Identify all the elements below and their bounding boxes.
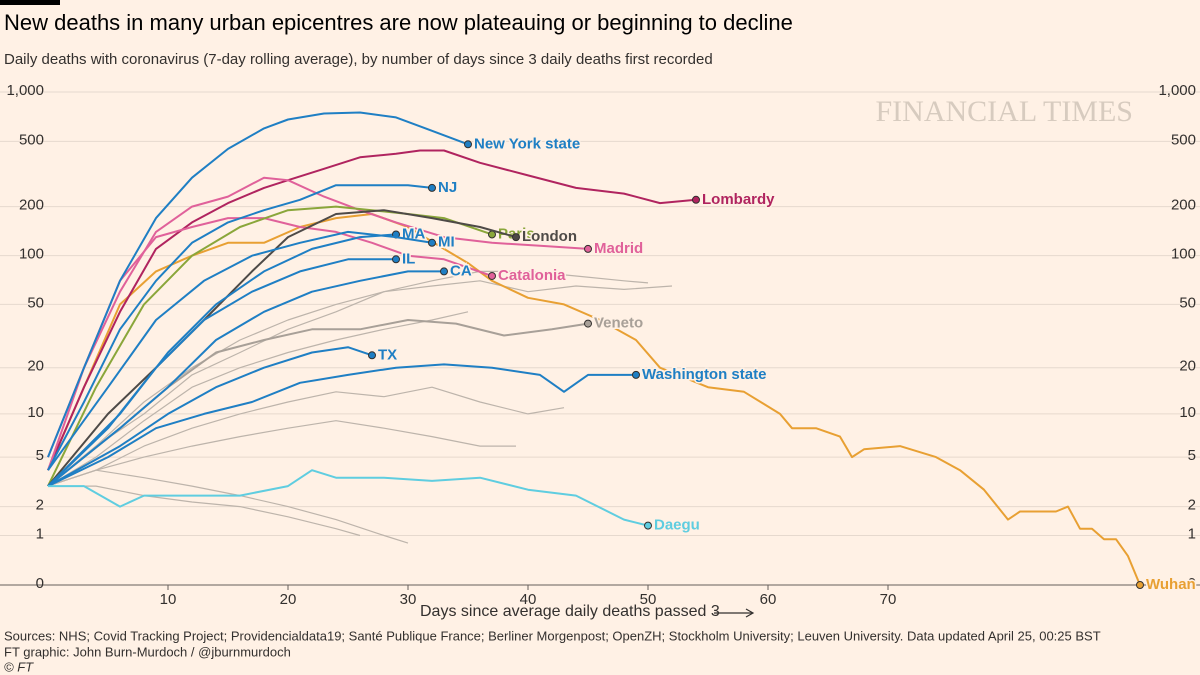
end-point [464,140,472,149]
end-point [584,244,592,253]
end-point [428,183,436,192]
watermark: FINANCIAL TIMES [875,95,1133,128]
y-tick-label: 1 [36,526,44,543]
y2-tick-label: 1 [1188,526,1196,543]
y-tick-label: 200 [19,197,44,214]
y2-tick-label: 1,000 [1158,82,1196,99]
brand-bar [0,0,60,5]
end-point [392,255,400,264]
series-label: Veneto [594,315,643,332]
x-tick-label: 50 [640,591,657,608]
end-point [368,351,376,360]
series-label: Wuhan [1146,576,1196,593]
series-label: Daegu [654,517,700,534]
x-tick-label: 10 [160,591,177,608]
end-point [644,521,652,530]
y-tick-label: 0 [36,575,44,592]
series-line [47,258,396,487]
chart-title: New deaths in many urban epicentres are … [4,10,793,35]
series-label: Lombardy [702,191,775,208]
end-point [1136,581,1144,589]
y-tick-label: 100 [19,246,44,263]
plot-area: 0 0 1 1 2 2 5 5 10 10 20 20 50 50 100 100 200 200 500 500 1,… [0,82,1200,608]
credit: FT graphic: John Burn-Murdoch / @jburnmu… [4,644,291,659]
y-tick-label: 10 [27,404,44,421]
y-tick-label: 50 [27,294,44,311]
series-line [47,280,673,487]
series-line [47,209,517,487]
y2-tick-label: 5 [1188,447,1196,464]
end-point [428,238,436,247]
x-tick-label: 30 [400,591,417,608]
series-line [47,149,697,471]
series-label: New York state [474,135,580,152]
x-tick-label: 60 [760,591,777,608]
x-tick-label: 40 [520,591,537,608]
y2-tick-label: 10 [1179,404,1196,421]
end-point [512,233,520,242]
series-line [47,363,636,488]
series-label: Catalonia [498,267,566,284]
y-tick-label: 1,000 [6,82,44,99]
series-label: Washington state [642,366,766,383]
series-line [47,213,1141,586]
series-line [48,485,361,537]
series-line [47,230,433,471]
series-line [47,111,469,458]
y-tick-label: 500 [19,131,44,148]
y2-tick-label: 2 [1188,497,1196,514]
series-line [47,311,469,487]
y2-tick-label: 50 [1179,294,1196,311]
series-label: London [522,228,577,245]
series-line [48,469,649,527]
x-tick-label: 70 [880,591,897,608]
end-point [632,370,640,379]
series-line [47,184,433,471]
series-label: TX [378,346,397,363]
x-tick-label: 20 [280,591,297,608]
y-tick-label: 2 [36,497,44,514]
series-label: MI [438,234,455,251]
chart-subtitle: Daily deaths with coronavirus (7-day rol… [4,51,713,68]
y-tick-label: 5 [36,447,44,464]
y2-tick-label: 500 [1171,131,1196,148]
series-label: Madrid [594,240,643,257]
series-line [47,270,444,487]
series-line [47,205,493,487]
end-point [488,271,496,280]
series-label: IL [402,250,415,267]
series-line [47,270,649,487]
end-point [584,319,592,328]
copyright: © FT [4,659,34,674]
series-label: CA [450,262,472,279]
series-line [47,346,373,487]
x-axis-arrowhead [745,608,755,618]
y2-tick-label: 200 [1171,197,1196,214]
y2-tick-label: 20 [1179,358,1196,375]
series-line [47,176,589,458]
x-axis-label: Days since average daily deaths passed 3 [420,603,720,620]
series-line [47,386,565,487]
y2-tick-label: 0 [1188,575,1196,592]
y2-tick-label: 100 [1171,246,1196,263]
y-tick-label: 20 [27,358,44,375]
end-point [440,267,448,276]
end-point [692,195,700,204]
source: Sources: NHS; Covid Tracking Project; Pr… [4,628,1101,643]
series-label: NJ [438,179,457,196]
series-line [47,420,516,487]
